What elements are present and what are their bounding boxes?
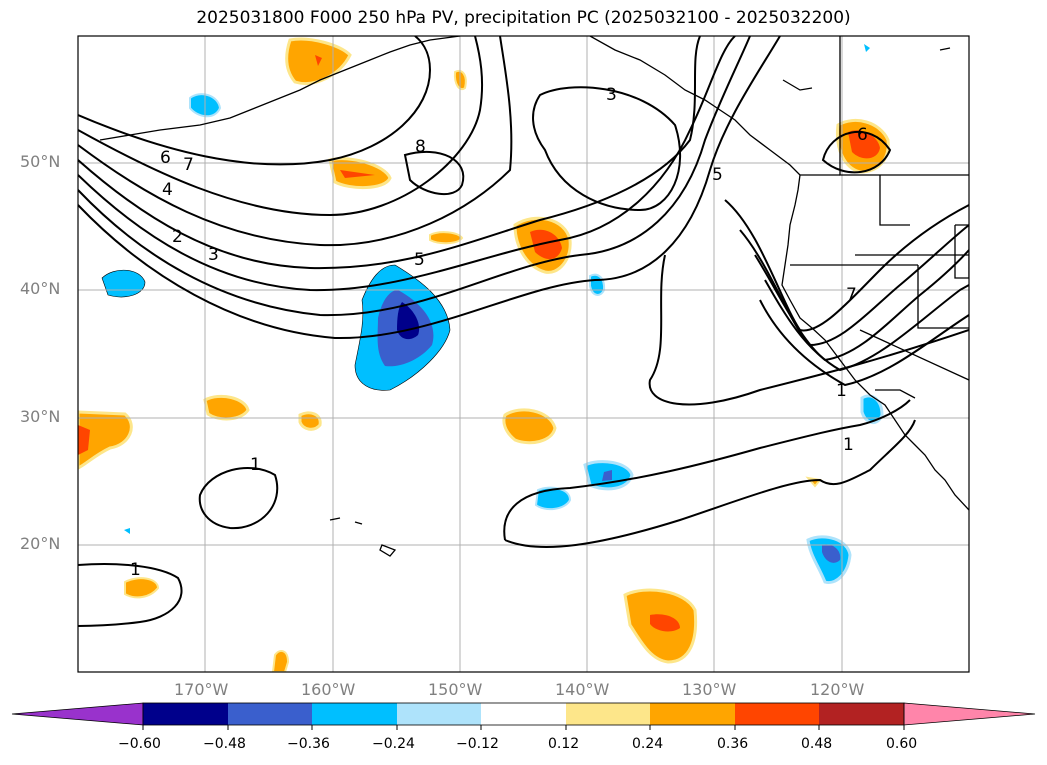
contour-label-6b: 6 — [857, 125, 868, 145]
colorbar — [11, 702, 1036, 730]
contour-label-4: 4 — [162, 180, 173, 200]
colorbar-extend-low — [11, 702, 144, 726]
contour-label-group: 8 7 6 5 4 3 2 1 3 5 6 7 1 1 1 — [130, 85, 868, 580]
lon-label-120w: 120°W — [810, 680, 865, 699]
contour-label-1d: 1 — [130, 560, 141, 580]
pv-contours — [78, 36, 969, 627]
lat-label-50n: 50°N — [20, 152, 61, 171]
contour-label-8: 8 — [415, 137, 426, 157]
colorbar-extend-high — [903, 702, 1036, 726]
lat-label-20n: 20°N — [20, 534, 61, 553]
lat-label-30n: 30°N — [20, 407, 61, 426]
lon-label-160w: 160°W — [301, 680, 356, 699]
colorbar-tick-label: 0.24 — [632, 736, 664, 752]
lon-label-140w: 140°W — [555, 680, 610, 699]
contour-label-3b: 3 — [606, 85, 617, 105]
contour-label-2: 2 — [172, 227, 183, 247]
contour-label-1: 1 — [250, 455, 261, 475]
colorbar-tick-label: 0.36 — [717, 736, 749, 752]
colorbar-tick-label: 0.60 — [886, 736, 918, 752]
map-frame — [77, 35, 970, 673]
colorbar-tick-label: −0.36 — [287, 736, 330, 752]
colorbar-tick-label: −0.60 — [118, 736, 161, 752]
colorbar-tick-label: −0.48 — [203, 736, 246, 752]
coastlines — [99, 36, 969, 557]
contour-label-1b: 1 — [836, 381, 847, 401]
lon-label-170w: 170°W — [174, 680, 229, 699]
colorbar-tick-label: 0.48 — [801, 736, 833, 752]
contour-label-3: 3 — [208, 245, 219, 265]
lon-label-130w: 130°W — [682, 680, 737, 699]
contour-label-6: 6 — [160, 148, 171, 168]
contour-label-7b: 7 — [846, 285, 857, 305]
lon-label-150w: 150°W — [428, 680, 483, 699]
contour-label-5: 5 — [414, 250, 425, 270]
colorbar-tick-label: −0.24 — [372, 736, 415, 752]
colorbar-tick-label: 0.12 — [548, 736, 580, 752]
colorbar-tick-label: −0.12 — [456, 736, 499, 752]
contour-label-7: 7 — [183, 155, 194, 175]
contour-label-1c: 1 — [843, 435, 854, 455]
contour-label-5b: 5 — [712, 165, 723, 185]
precip-shading — [78, 37, 890, 672]
map-title: 2025031800 F000 250 hPa PV, precipitatio… — [196, 8, 851, 28]
lat-label-40n: 40°N — [20, 279, 61, 298]
